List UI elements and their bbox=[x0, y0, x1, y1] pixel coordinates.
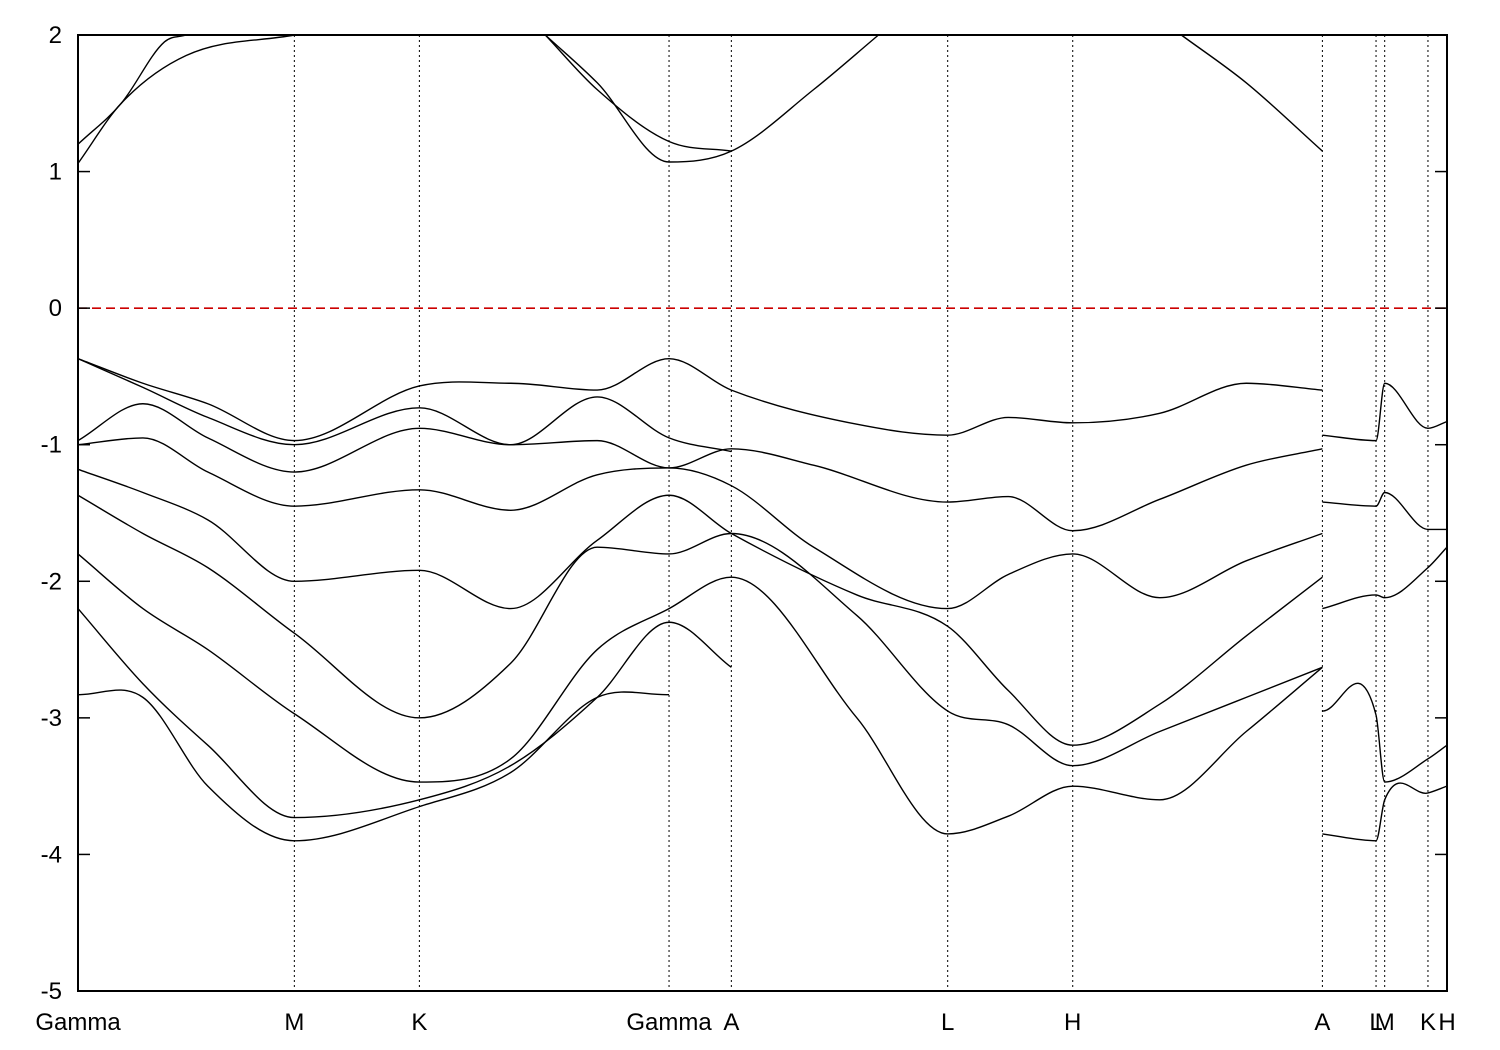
x-tick-label: A bbox=[723, 1009, 739, 1036]
band-line bbox=[1180, 34, 1323, 152]
x-tick-label: H bbox=[1064, 1009, 1081, 1036]
x-tick-label: M bbox=[284, 1009, 304, 1036]
x-tick-label: L bbox=[1369, 1009, 1382, 1036]
y-tick-label: -5 bbox=[41, 978, 62, 1005]
band-line bbox=[77, 608, 732, 819]
band-line bbox=[1322, 682, 1448, 783]
band-line bbox=[77, 494, 1323, 767]
band-line bbox=[77, 358, 732, 453]
y-tick-label: -1 bbox=[41, 432, 62, 459]
y-tick-label: -3 bbox=[41, 705, 62, 732]
y-tick-label: 1 bbox=[49, 159, 62, 186]
x-tick-label: Gamma bbox=[35, 1009, 121, 1036]
x-axis-ticks: Gamma M K Gamma A L H A LM K H bbox=[35, 1009, 1455, 1036]
kpoint-gridlines bbox=[293, 35, 1429, 991]
y-tick-label: 0 bbox=[49, 295, 62, 322]
x-tick-label: K bbox=[411, 1009, 427, 1036]
band-line bbox=[77, 34, 187, 145]
x-tick-label: H bbox=[1438, 1009, 1455, 1036]
band-line bbox=[77, 357, 1323, 442]
band-line bbox=[77, 689, 670, 842]
band-line bbox=[544, 34, 732, 152]
y-tick-label: 2 bbox=[49, 22, 62, 49]
band-lines bbox=[77, 34, 1448, 842]
band-line bbox=[77, 34, 295, 164]
x-tick-label: A bbox=[1314, 1009, 1330, 1036]
x-tick-label: L bbox=[941, 1009, 954, 1036]
y-tick-label: -2 bbox=[41, 568, 62, 595]
band-line bbox=[77, 553, 1323, 835]
band-line bbox=[77, 468, 1323, 746]
x-tick-label: M bbox=[1375, 1009, 1395, 1036]
band-line bbox=[1322, 782, 1448, 842]
band-line bbox=[77, 437, 1323, 610]
band-line bbox=[1322, 382, 1448, 442]
y-axis-ticks: -5 -4 -3 -2 -1 0 1 2 bbox=[41, 22, 1447, 1005]
x-tick-label: Gamma bbox=[626, 1009, 712, 1036]
y-tick-label: -4 bbox=[41, 841, 62, 868]
x-tick-label: K bbox=[1420, 1009, 1436, 1036]
band-line bbox=[544, 34, 879, 163]
band-line bbox=[77, 403, 1323, 532]
band-line bbox=[1322, 491, 1447, 531]
plot-frame bbox=[77, 34, 1448, 992]
band-line bbox=[1322, 546, 1448, 610]
